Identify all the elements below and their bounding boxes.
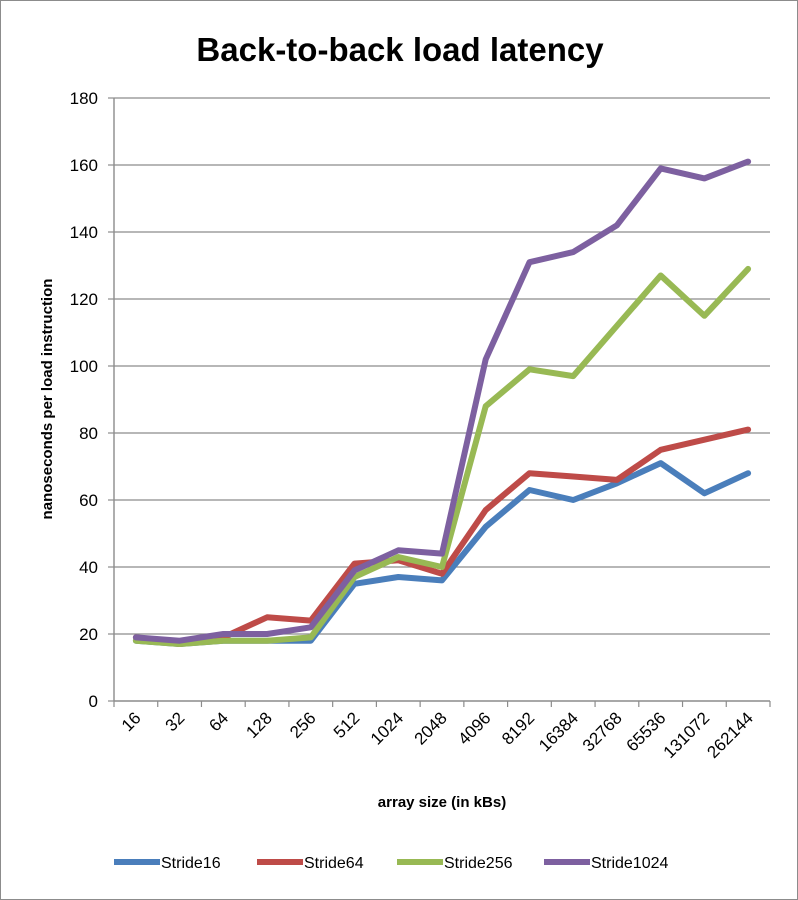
x-tick-label: 262144: [703, 708, 757, 762]
x-tick-label: 16384: [535, 708, 582, 755]
x-axis-label: array size (in kBs): [378, 794, 506, 811]
series-line-stride256: [132, 265, 752, 647]
y-tick-label: 0: [89, 692, 98, 711]
x-tick-label: 32768: [579, 708, 626, 755]
y-tick-label: 120: [70, 290, 98, 309]
x-tick-labels: 16 32 64 128 256 512 1024 2048 4096 8192163843276…: [118, 708, 757, 762]
legend-label-stride1024: Stride1024: [591, 855, 668, 872]
x-tick-label: 512: [330, 708, 363, 741]
series-line-stride64: [132, 426, 752, 647]
x-tick-label: 32: [162, 708, 189, 735]
y-tick-label: 20: [79, 625, 98, 644]
y-tick-label: 180: [70, 89, 98, 108]
legend-label-stride256: Stride256: [444, 855, 513, 872]
chart-title: Back-to-back load latency: [196, 31, 604, 68]
y-tick-label: 140: [70, 223, 98, 242]
series-line-stride1024: [132, 158, 752, 644]
y-tick-label: 100: [70, 357, 98, 376]
series-lines: [132, 158, 752, 647]
axes: [108, 97, 771, 707]
x-tick-label: 8192: [498, 708, 538, 748]
y-axis-label: nanoseconds per load instruction: [39, 279, 56, 520]
x-tick-label: 64: [205, 708, 232, 735]
legend-label-stride16: Stride16: [161, 855, 221, 872]
y-tick-label: 60: [79, 491, 98, 510]
x-tick-label: 256: [286, 708, 319, 741]
gridlines: [114, 97, 770, 635]
y-tick-label: 80: [79, 424, 98, 443]
y-tick-label: 40: [79, 558, 98, 577]
legend-label-stride64: Stride64: [304, 855, 364, 872]
x-tick-label: 131072: [660, 708, 714, 762]
x-tick-label: 1024: [367, 708, 407, 748]
x-tick-label: 2048: [411, 708, 451, 748]
x-tick-label: 128: [242, 708, 275, 741]
legend: Stride16 Stride64 Stride256 Stride1024: [114, 855, 668, 872]
x-tick-label: 16: [118, 708, 145, 735]
x-tick-label: 4096: [454, 708, 494, 748]
y-tick-labels: 0 20 40 60 80 100 120 140 160 180: [70, 89, 98, 711]
y-tick-label: 160: [70, 156, 98, 175]
